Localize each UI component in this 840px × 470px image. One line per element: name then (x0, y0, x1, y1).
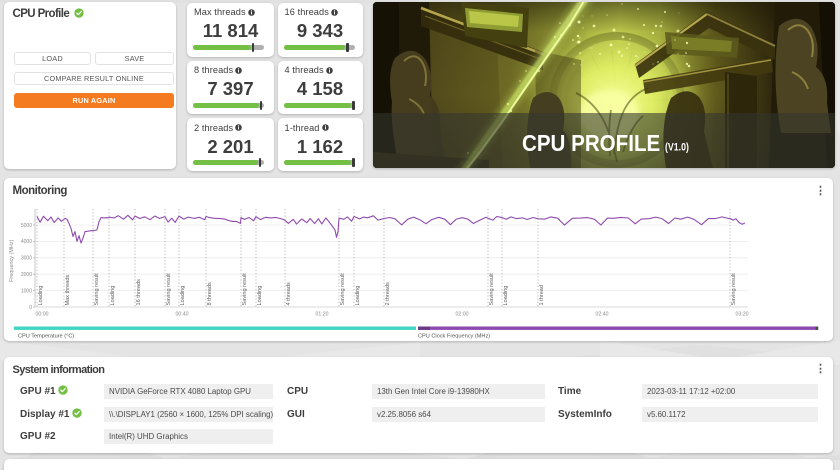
svg-text:8 threads: 8 threads (207, 282, 213, 306)
svg-text:2 threads: 2 threads (385, 282, 391, 306)
svg-text:Loading: Loading (110, 286, 116, 306)
svg-text:02:40: 02:40 (596, 312, 609, 318)
svg-text:CPU Temperature (°C): CPU Temperature (°C) (18, 334, 74, 340)
svg-text:3000: 3000 (21, 256, 32, 262)
svg-text:Saving result: Saving result (166, 273, 172, 306)
svg-text:Max threads: Max threads (65, 275, 71, 306)
svg-text:Loading: Loading (355, 286, 361, 306)
svg-text:03:20: 03:20 (736, 312, 749, 318)
svg-text:CPU PROFILE: CPU PROFILE (522, 130, 660, 157)
svg-text:00:00: 00:00 (36, 312, 49, 318)
svg-text:5000: 5000 (21, 223, 32, 229)
svg-text:00:40: 00:40 (176, 312, 189, 318)
svg-text:Loading: Loading (257, 286, 263, 306)
svg-text:Saving result: Saving result (489, 273, 495, 306)
svg-text:1 thread: 1 thread (539, 285, 545, 306)
svg-text:CPU Clock Frequency (MHz): CPU Clock Frequency (MHz) (418, 334, 490, 340)
svg-text:Saving result: Saving result (340, 273, 346, 306)
svg-text:Saving result: Saving result (242, 273, 248, 306)
svg-text:2000: 2000 (21, 272, 32, 278)
svg-text:1000: 1000 (21, 288, 32, 294)
svg-text:Saving result: Saving result (94, 273, 100, 306)
svg-text:01:20: 01:20 (316, 312, 329, 318)
svg-text:Loading: Loading (503, 286, 509, 306)
svg-text:4000: 4000 (21, 239, 32, 245)
svg-text:Loading: Loading (180, 286, 186, 306)
svg-text:4 threads: 4 threads (286, 282, 292, 306)
svg-text:16 threads: 16 threads (136, 279, 142, 306)
svg-text:(V1.0): (V1.0) (665, 142, 689, 154)
svg-text:Frequency (MHz): Frequency (MHz) (9, 239, 15, 282)
svg-text:0: 0 (29, 305, 32, 311)
svg-text:02:00: 02:00 (456, 312, 469, 318)
svg-text:Loading: Loading (38, 286, 44, 306)
svg-text:Saving result: Saving result (731, 273, 737, 306)
